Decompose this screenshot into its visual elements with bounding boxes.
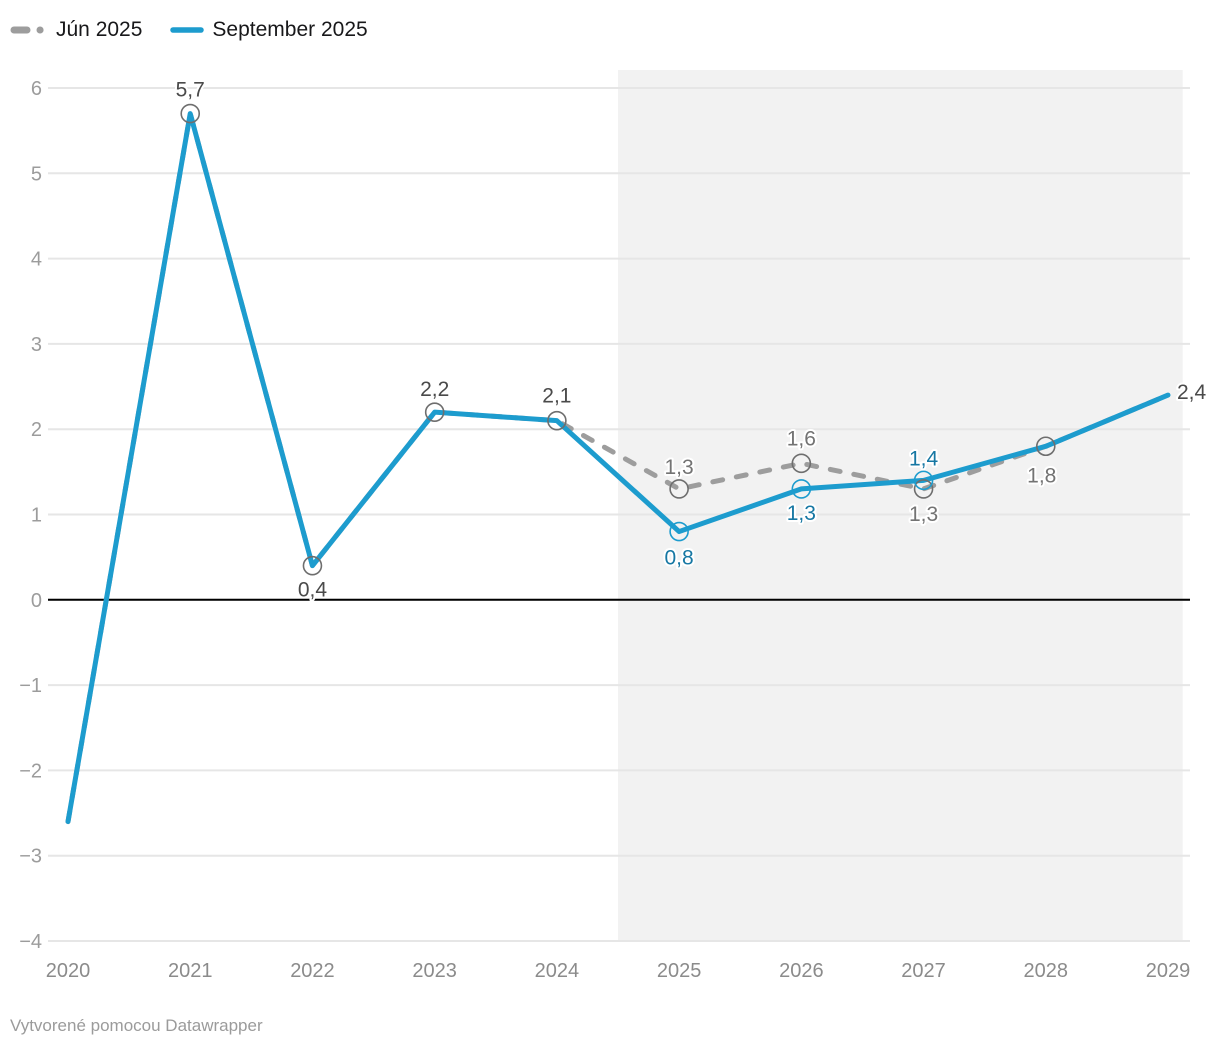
svg-text:−2: −2	[19, 760, 42, 782]
solid-line-swatch-icon	[170, 27, 205, 33]
svg-text:−3: −3	[19, 846, 42, 868]
svg-text:0: 0	[31, 590, 42, 612]
value-label: 1,3	[909, 503, 938, 526]
svg-text:6: 6	[31, 78, 42, 100]
svg-text:4: 4	[31, 249, 42, 271]
dashed-line-swatch-icon	[10, 26, 48, 34]
legend-item-september-2025: September 2025	[170, 16, 368, 44]
attribution-text: Vytvorené pomocou Datawrapper	[10, 1016, 263, 1035]
legend-item-jun-2025: Jún 2025	[10, 16, 142, 44]
svg-text:2: 2	[31, 419, 42, 441]
forecast-band	[618, 70, 1183, 941]
value-label: 0,8	[665, 547, 694, 570]
data-point-marker	[913, 470, 934, 491]
value-label: 1,4	[909, 447, 939, 470]
svg-text:2027: 2027	[901, 960, 946, 982]
value-label: 5,7	[176, 79, 205, 102]
svg-text:2025: 2025	[657, 960, 702, 982]
data-point-marker	[913, 479, 934, 499]
value-label: 2,1	[542, 385, 571, 408]
data-point-marker	[1035, 436, 1056, 457]
data-point-marker	[424, 402, 445, 422]
data-point-marker	[302, 555, 323, 576]
value-label: 2,2	[420, 378, 449, 401]
value-label: 1,3	[787, 502, 816, 525]
svg-text:2028: 2028	[1024, 960, 1069, 982]
svg-text:2022: 2022	[290, 960, 335, 982]
svg-text:2021: 2021	[168, 960, 213, 982]
gridlines	[48, 87, 1190, 942]
svg-text:−4: −4	[19, 931, 42, 953]
svg-text:1: 1	[31, 505, 42, 527]
value-label: 0,4	[298, 579, 328, 602]
svg-text:2029: 2029	[1146, 960, 1191, 982]
data-point-marker	[791, 479, 812, 499]
legend-label-jun-2025: Jún 2025	[56, 18, 143, 41]
value-label: 1,8	[1027, 464, 1056, 487]
data-point-marker	[669, 479, 689, 499]
svg-text:5: 5	[31, 163, 42, 185]
series-line-september-2025	[65, 111, 1171, 825]
svg-text:2020: 2020	[46, 960, 91, 982]
data-point-marker	[547, 410, 567, 431]
svg-text:2023: 2023	[412, 960, 457, 982]
legend: Jún 2025 September 2025	[10, 16, 368, 44]
value-label: 1,3	[665, 456, 694, 479]
data-point-marker	[180, 103, 201, 124]
x-axis-labels: 2020 2021 2022 2023 2024 2025 2026 2027 2028 2029	[46, 960, 1191, 982]
value-label: 2,4	[1177, 381, 1207, 404]
y-axis-labels: 6 5 4 3 2 1 0 −1 −2 −3 −4	[19, 78, 42, 953]
value-label: 1,6	[787, 427, 816, 450]
value-labels: 5,7 0,4 2,2 2,1 1,3 0,8 1,6 1,3 1,4 1,3 1,8 2,4	[174, 77, 1209, 604]
svg-text:2024: 2024	[535, 960, 580, 982]
data-point-marker	[669, 521, 689, 542]
point-markers	[180, 103, 1056, 576]
svg-text:−1: −1	[19, 675, 42, 697]
legend-label-september-2025: September 2025	[212, 18, 368, 41]
data-point-marker	[791, 453, 812, 474]
svg-text:3: 3	[31, 334, 42, 356]
svg-text:2026: 2026	[779, 960, 824, 982]
